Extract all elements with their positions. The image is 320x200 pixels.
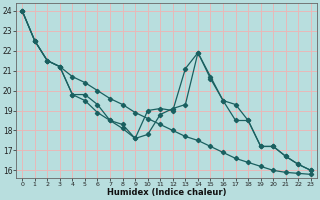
X-axis label: Humidex (Indice chaleur): Humidex (Indice chaleur) [107,188,226,197]
